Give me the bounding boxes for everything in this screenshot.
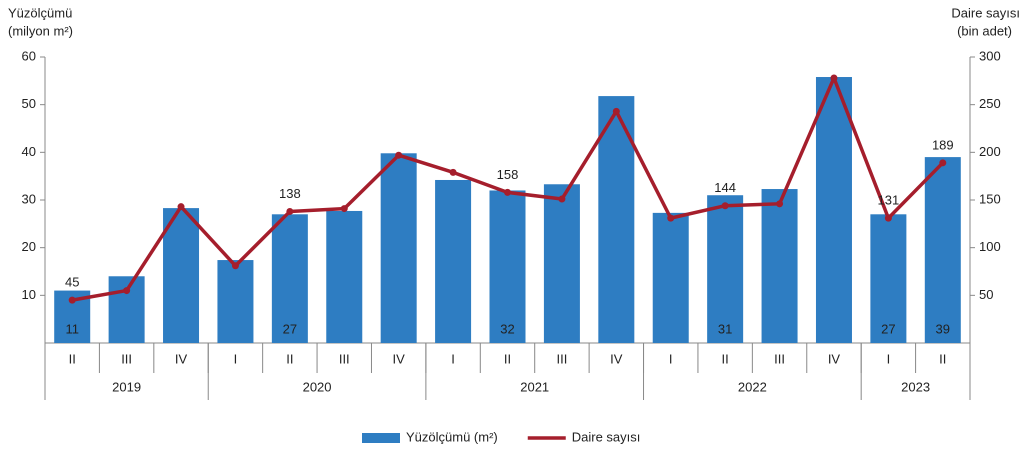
x-tick-label: III: [556, 351, 567, 366]
bar: [163, 208, 200, 343]
x-tick-label: II: [286, 351, 293, 366]
line-point: [504, 188, 511, 196]
x-tick-label: IV: [175, 351, 188, 366]
legend-swatch: [362, 433, 400, 443]
y2-tick-label: 50: [979, 287, 993, 302]
year-label: 2021: [520, 379, 549, 394]
y2-tick-label: 200: [979, 144, 1001, 159]
x-tick-label: I: [234, 351, 238, 366]
bar: [707, 195, 744, 343]
line-value-label: 131: [878, 193, 900, 208]
y2-tick-label: 100: [979, 239, 1001, 254]
line-point: [558, 195, 566, 203]
x-tick-label: II: [504, 351, 511, 366]
y-tick-label: 30: [22, 191, 36, 206]
bar-value-label: 11: [65, 321, 79, 336]
bar-value-label: 27: [283, 321, 297, 336]
bar: [489, 190, 526, 343]
line-value-label: 144: [714, 180, 736, 195]
y-tick-label: 10: [22, 287, 36, 302]
line-point: [449, 168, 457, 176]
x-tick-label: II: [722, 351, 729, 366]
line-point: [340, 205, 348, 213]
bar-value-label: 27: [881, 321, 895, 336]
x-tick-label: II: [69, 351, 76, 366]
bar: [924, 157, 961, 343]
line-point: [776, 200, 784, 208]
y2-title: (bin adet): [957, 23, 1012, 38]
line-point: [721, 202, 729, 210]
line-value-label: 45: [65, 275, 79, 290]
y-tick-label: 40: [22, 144, 36, 159]
x-tick-label: I: [887, 351, 891, 366]
bar-value-label: 39: [936, 321, 950, 336]
legend-label: Daire sayısı: [572, 429, 641, 444]
line-point: [612, 107, 620, 115]
bar-value-label: 32: [500, 321, 514, 336]
bar: [815, 77, 852, 344]
line-point: [68, 296, 76, 304]
x-tick-label: I: [669, 351, 673, 366]
bar: [652, 212, 689, 343]
y-tick-label: 20: [22, 239, 36, 254]
y2-tick-label: 300: [979, 48, 1001, 63]
line-value-label: 189: [932, 137, 954, 152]
line-point: [884, 214, 892, 222]
line-value-label: 158: [497, 167, 519, 182]
y2-tick-label: 250: [979, 96, 1001, 111]
bar: [326, 210, 363, 343]
year-label: 2019: [112, 379, 141, 394]
x-tick-label: IV: [828, 351, 841, 366]
bar-value-label: 31: [718, 321, 732, 336]
bar: [543, 184, 580, 343]
y-tick-label: 50: [22, 96, 36, 111]
y2-tick-label: 150: [979, 191, 1001, 206]
bar: [108, 276, 145, 343]
line-point: [830, 74, 838, 82]
bar: [271, 214, 308, 343]
bar: [435, 179, 472, 343]
bar: [217, 260, 254, 343]
line-point: [939, 159, 947, 167]
y-title: (milyon m²): [8, 23, 73, 38]
bar: [761, 189, 798, 343]
year-label: 2023: [901, 379, 930, 394]
line-point: [667, 214, 675, 222]
bar: [380, 153, 417, 343]
x-tick-label: IV: [393, 351, 406, 366]
legend-label: Yüzölçümü (m²): [406, 429, 498, 444]
line-value-label: 138: [279, 186, 301, 201]
y-tick-label: 60: [22, 48, 36, 63]
line-point: [395, 151, 403, 159]
line-point: [286, 207, 294, 215]
year-label: 2022: [738, 379, 767, 394]
year-label: 2020: [303, 379, 332, 394]
bar: [870, 214, 907, 343]
x-tick-label: III: [339, 351, 350, 366]
line-point: [177, 203, 185, 211]
x-tick-label: III: [774, 351, 785, 366]
x-tick-label: IV: [610, 351, 623, 366]
y-title: Yüzölçümü: [8, 5, 72, 20]
x-tick-label: I: [451, 351, 455, 366]
y2-title: Daire sayısı: [951, 5, 1020, 20]
x-tick-label: II: [939, 351, 946, 366]
line-point: [231, 262, 239, 270]
line-point: [123, 287, 131, 295]
x-tick-label: III: [121, 351, 132, 366]
